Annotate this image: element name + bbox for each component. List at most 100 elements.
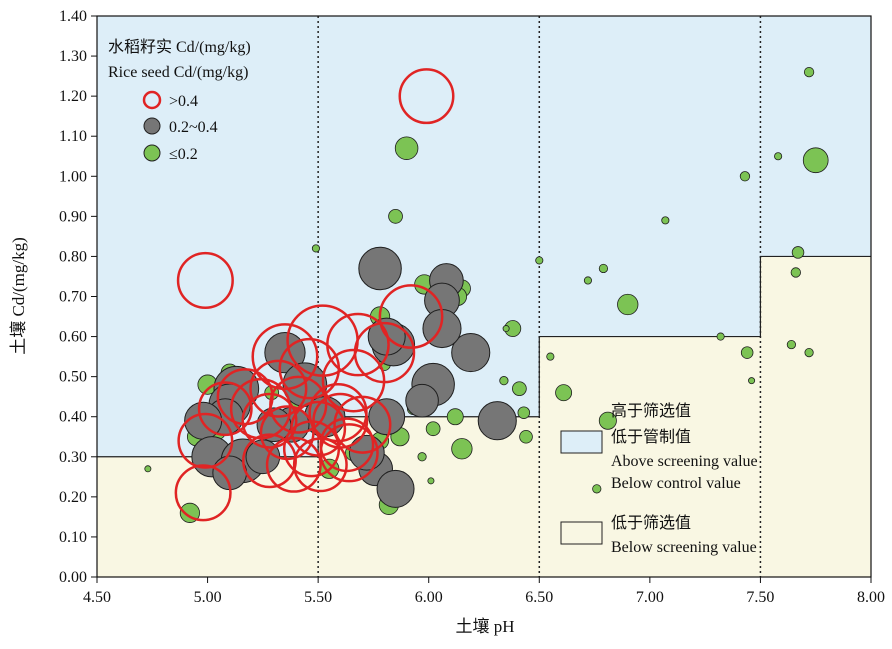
y-tick-label: 0.30 bbox=[59, 449, 87, 466]
point-low bbox=[583, 276, 592, 285]
point-low bbox=[417, 452, 427, 462]
point-high bbox=[321, 348, 386, 413]
y-tick-label: 1.10 bbox=[59, 128, 87, 145]
point-high bbox=[265, 436, 322, 493]
point-low bbox=[774, 152, 783, 161]
point-low bbox=[311, 244, 320, 253]
axis-ticks: 4.50 5.00 5.50 6.00 6.50 7.00 7.50 8.00 0.00 0.10… bbox=[59, 8, 885, 606]
legend-low-marker bbox=[143, 144, 161, 162]
point-low bbox=[512, 381, 527, 397]
point-low bbox=[394, 136, 419, 160]
region-legend: 高于筛选值 低于管制值 Above screening value Below … bbox=[560, 401, 758, 556]
point-high bbox=[269, 375, 328, 434]
region-below-cn: 低于筛选值 bbox=[611, 513, 691, 532]
point-low bbox=[592, 484, 602, 494]
point-mid bbox=[451, 333, 491, 373]
legend-mid-marker bbox=[143, 117, 161, 135]
y-tick-label: 1.30 bbox=[59, 48, 87, 65]
point-low bbox=[546, 352, 555, 361]
point-low bbox=[446, 408, 464, 426]
point-low bbox=[803, 66, 815, 78]
point-mid bbox=[368, 398, 406, 436]
point-low bbox=[739, 171, 751, 182]
point-low bbox=[555, 384, 573, 402]
point-low bbox=[598, 411, 617, 430]
point-high bbox=[398, 68, 455, 125]
below-screening-region bbox=[760, 256, 871, 577]
point-low bbox=[388, 209, 403, 224]
y-tick-label: 1.40 bbox=[59, 8, 87, 25]
size-legend-title-en: Rice seed Cd/(mg/kg) bbox=[108, 64, 248, 81]
point-low bbox=[661, 216, 670, 225]
x-tick-label: 4.50 bbox=[83, 589, 111, 606]
region-above-cn-2: 低于管制值 bbox=[611, 428, 691, 446]
y-tick-label: 0.10 bbox=[59, 529, 87, 546]
point-high bbox=[378, 284, 444, 349]
y-tick-label: 1.20 bbox=[59, 88, 87, 105]
y-tick-label: 0.50 bbox=[59, 369, 87, 386]
point-low bbox=[740, 346, 754, 359]
point-high bbox=[249, 359, 308, 418]
point-high bbox=[241, 392, 298, 449]
region-layer bbox=[97, 16, 871, 577]
legend-high-label: >0.4 bbox=[169, 93, 198, 110]
point-low bbox=[802, 147, 829, 174]
x-axis-title: 土壤 pH bbox=[455, 616, 514, 636]
point-mid bbox=[477, 401, 517, 441]
size-legend-title-cn: 水稻籽实 Cd/(mg/kg) bbox=[108, 38, 251, 56]
point-low bbox=[535, 256, 544, 265]
region-above-swatch bbox=[560, 430, 603, 454]
point-low bbox=[425, 421, 441, 437]
y-tick-label: 0.70 bbox=[59, 289, 87, 306]
point-low bbox=[804, 347, 814, 358]
y-tick-label: 0.90 bbox=[59, 208, 87, 225]
x-tick-label: 6.50 bbox=[525, 589, 553, 606]
point-high bbox=[333, 395, 392, 454]
point-high bbox=[326, 312, 390, 377]
point-high bbox=[282, 420, 341, 478]
y-tick-label: 0.80 bbox=[59, 248, 87, 265]
point-low bbox=[716, 332, 725, 341]
ph-divider-lines bbox=[317, 16, 762, 577]
legend-low-label: ≤0.2 bbox=[169, 146, 198, 163]
point-low bbox=[499, 376, 509, 386]
x-tick-label: 6.00 bbox=[415, 589, 443, 606]
x-tick-label: 7.50 bbox=[746, 589, 774, 606]
point-high bbox=[251, 323, 319, 391]
y-tick-label: 0.40 bbox=[59, 409, 87, 426]
point-high bbox=[319, 423, 379, 483]
legend-high-marker bbox=[142, 90, 162, 110]
point-low bbox=[451, 438, 473, 460]
point-high bbox=[174, 464, 232, 522]
point-low bbox=[748, 377, 756, 385]
point-high bbox=[177, 412, 234, 469]
size-legend: 水稻籽实 Cd/(mg/kg) Rice seed Cd/(mg/kg) >0.… bbox=[108, 38, 251, 163]
region-above-cn-1: 高于筛选值 bbox=[611, 401, 691, 420]
below-screening-region bbox=[318, 416, 540, 577]
point-mid bbox=[358, 246, 402, 291]
region-below-swatch bbox=[560, 521, 603, 545]
data-points bbox=[144, 66, 829, 523]
x-tick-label: 8.00 bbox=[857, 589, 885, 606]
point-low bbox=[786, 339, 796, 350]
y-tick-label: 0.20 bbox=[59, 489, 87, 506]
region-above-en-1: Above screening value bbox=[611, 453, 758, 470]
y-tick-label: 0.00 bbox=[59, 569, 87, 586]
legend-mid-label: 0.2~0.4 bbox=[169, 119, 218, 136]
y-tick-label: 1.00 bbox=[59, 168, 87, 185]
point-low bbox=[791, 246, 805, 259]
y-axis-title: 土壤 Cd/(mg/kg) bbox=[8, 237, 28, 355]
region-above-en-2: Below control value bbox=[611, 475, 741, 492]
point-low bbox=[144, 465, 152, 473]
point-low bbox=[517, 406, 531, 419]
x-tick-label: 7.00 bbox=[636, 589, 664, 606]
x-tick-label: 5.50 bbox=[304, 589, 332, 606]
point-high bbox=[176, 251, 234, 310]
point-low bbox=[519, 429, 533, 444]
point-low bbox=[790, 267, 801, 278]
point-mid bbox=[405, 383, 439, 418]
point-low bbox=[502, 325, 510, 333]
point-high bbox=[292, 437, 348, 493]
point-mid bbox=[376, 469, 415, 508]
